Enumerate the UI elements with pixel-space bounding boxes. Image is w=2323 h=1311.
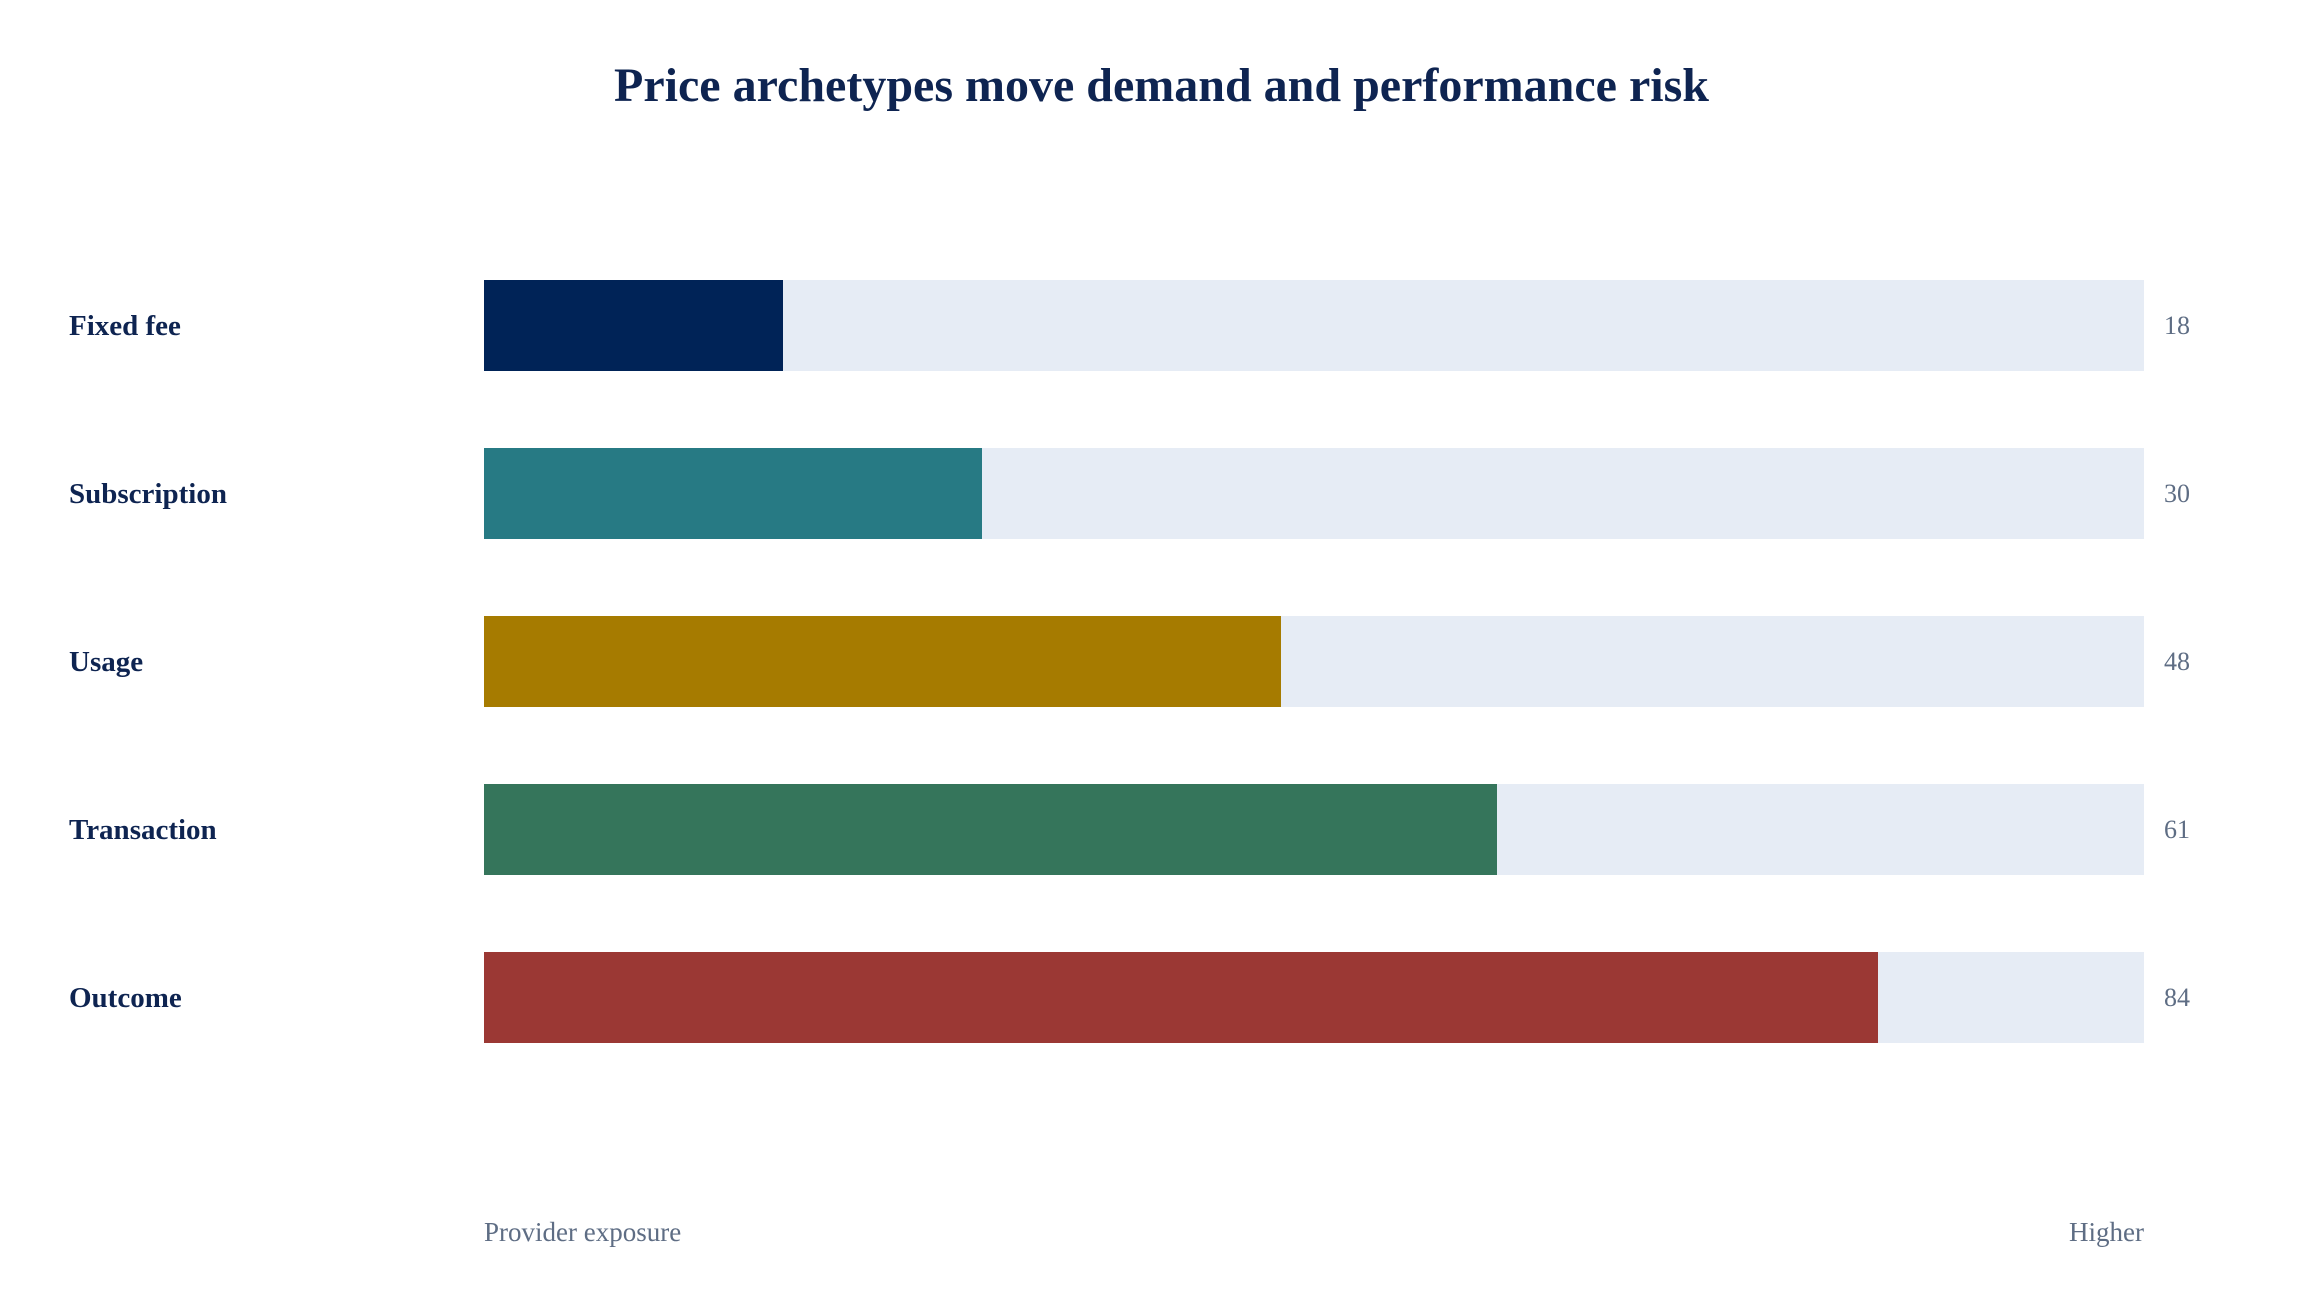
category-label: Subscription bbox=[69, 477, 227, 510]
value-label: 30 bbox=[2164, 478, 2190, 508]
category-label: Transaction bbox=[69, 813, 217, 846]
bar bbox=[484, 616, 1281, 707]
category-label: Usage bbox=[69, 645, 144, 678]
category-label: Fixed fee bbox=[69, 309, 181, 342]
bar-track bbox=[484, 448, 2144, 539]
bar bbox=[484, 952, 1879, 1043]
bar bbox=[484, 784, 1497, 875]
category-label: Outcome bbox=[69, 981, 182, 1014]
chart-title: Price archetypes move demand and perform… bbox=[614, 59, 1709, 112]
bar-track bbox=[484, 616, 2144, 707]
scale-label-left: Provider exposure bbox=[484, 1217, 682, 1247]
bar-track bbox=[484, 952, 2144, 1043]
bar-track bbox=[484, 280, 2144, 371]
value-label: 84 bbox=[2164, 982, 2190, 1012]
value-label: 18 bbox=[2164, 310, 2190, 340]
bar bbox=[484, 448, 982, 539]
value-label: 48 bbox=[2164, 646, 2190, 676]
bar-track bbox=[484, 784, 2144, 875]
value-label: 61 bbox=[2164, 814, 2190, 844]
scale-label-right: Higher bbox=[2069, 1217, 2144, 1247]
bar bbox=[484, 280, 783, 371]
